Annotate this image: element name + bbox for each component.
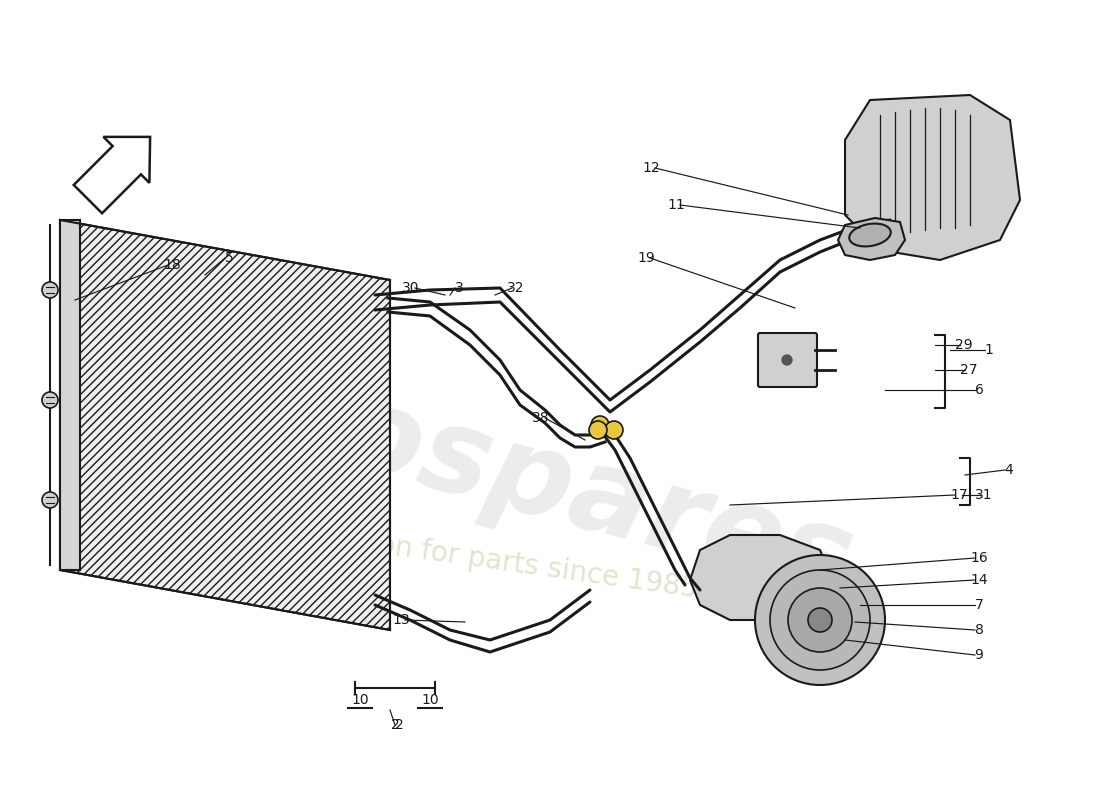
- Text: 16: 16: [970, 551, 988, 565]
- Text: 10: 10: [351, 693, 369, 707]
- Text: 14: 14: [970, 573, 988, 587]
- Polygon shape: [845, 95, 1020, 260]
- Text: 29: 29: [955, 338, 972, 352]
- Circle shape: [788, 588, 853, 652]
- Polygon shape: [60, 220, 390, 630]
- Circle shape: [770, 570, 870, 670]
- Text: 31: 31: [976, 488, 993, 502]
- Text: 1: 1: [984, 343, 993, 357]
- Text: 17: 17: [950, 488, 968, 502]
- Text: 30: 30: [403, 281, 420, 295]
- Text: 4: 4: [1004, 463, 1013, 477]
- Text: 8: 8: [975, 623, 983, 637]
- Text: 27: 27: [960, 363, 978, 377]
- Circle shape: [591, 416, 609, 434]
- Text: 11: 11: [667, 198, 685, 212]
- Polygon shape: [838, 218, 905, 260]
- Text: 12: 12: [642, 161, 660, 175]
- Circle shape: [782, 355, 792, 365]
- Text: 3: 3: [454, 281, 463, 295]
- Text: 38: 38: [532, 411, 550, 425]
- Text: 10: 10: [421, 693, 439, 707]
- Circle shape: [42, 282, 58, 298]
- Text: 18: 18: [163, 258, 180, 272]
- Text: 9: 9: [975, 648, 983, 662]
- Text: a passion for parts since 1985: a passion for parts since 1985: [280, 517, 700, 603]
- Circle shape: [808, 608, 832, 632]
- Text: 6: 6: [975, 383, 983, 397]
- Polygon shape: [60, 220, 80, 570]
- Text: 2: 2: [395, 718, 404, 732]
- Text: eurospares: eurospares: [114, 318, 866, 622]
- FancyBboxPatch shape: [758, 333, 817, 387]
- Polygon shape: [74, 137, 150, 214]
- Circle shape: [588, 421, 607, 439]
- Circle shape: [42, 392, 58, 408]
- Polygon shape: [690, 535, 835, 620]
- Circle shape: [755, 555, 886, 685]
- Ellipse shape: [849, 223, 891, 246]
- Text: 7: 7: [975, 598, 983, 612]
- Circle shape: [605, 421, 623, 439]
- Text: 19: 19: [637, 251, 654, 265]
- Text: 32: 32: [507, 281, 525, 295]
- Text: 2: 2: [390, 718, 399, 732]
- Text: 13: 13: [393, 613, 410, 627]
- Text: 5: 5: [224, 251, 233, 265]
- Circle shape: [42, 492, 58, 508]
